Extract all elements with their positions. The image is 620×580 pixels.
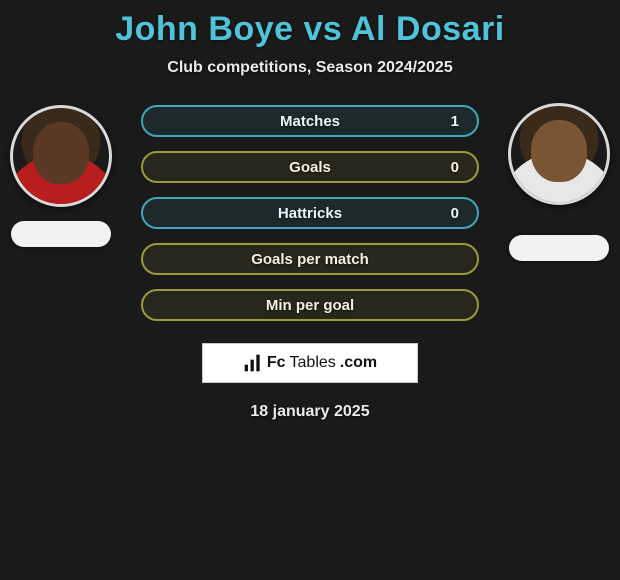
stat-bar-matches: Matches 1 (141, 105, 479, 137)
stat-label: Matches (280, 113, 340, 130)
subtitle: Club competitions, Season 2024/2025 (0, 59, 620, 77)
logo-text-tables: Tables (290, 354, 336, 372)
fctables-logo: FcTables.com (202, 343, 418, 383)
stat-value: 1 (451, 113, 459, 130)
stat-value: 0 (451, 159, 459, 176)
logo-text-tld: .com (340, 354, 377, 372)
stat-bar-goals-per-match: Goals per match (141, 243, 479, 275)
page-title: John Boye vs Al Dosari (0, 10, 620, 49)
player-left-column (6, 105, 116, 247)
stat-bars: Matches 1 Goals 0 Hattricks 0 Goals per … (141, 105, 479, 321)
stat-label: Goals per match (251, 251, 369, 268)
bar-chart-icon (243, 353, 263, 373)
stat-bar-min-per-goal: Min per goal (141, 289, 479, 321)
logo-text-fc: Fc (267, 354, 286, 372)
stat-bar-hattricks: Hattricks 0 (141, 197, 479, 229)
player-left-portrait (10, 105, 112, 207)
player-right-portrait (508, 103, 610, 205)
stat-label: Min per goal (266, 297, 354, 314)
comparison-panel: Matches 1 Goals 0 Hattricks 0 Goals per … (0, 105, 620, 421)
stat-value: 0 (451, 205, 459, 222)
snapshot-date: 18 january 2025 (0, 403, 620, 421)
player-right-column (504, 103, 614, 261)
stat-label: Hattricks (278, 205, 342, 222)
stat-bar-goals: Goals 0 (141, 151, 479, 183)
stat-label: Goals (289, 159, 331, 176)
player-left-flag-pill (11, 221, 111, 247)
player-right-flag-pill (509, 235, 609, 261)
